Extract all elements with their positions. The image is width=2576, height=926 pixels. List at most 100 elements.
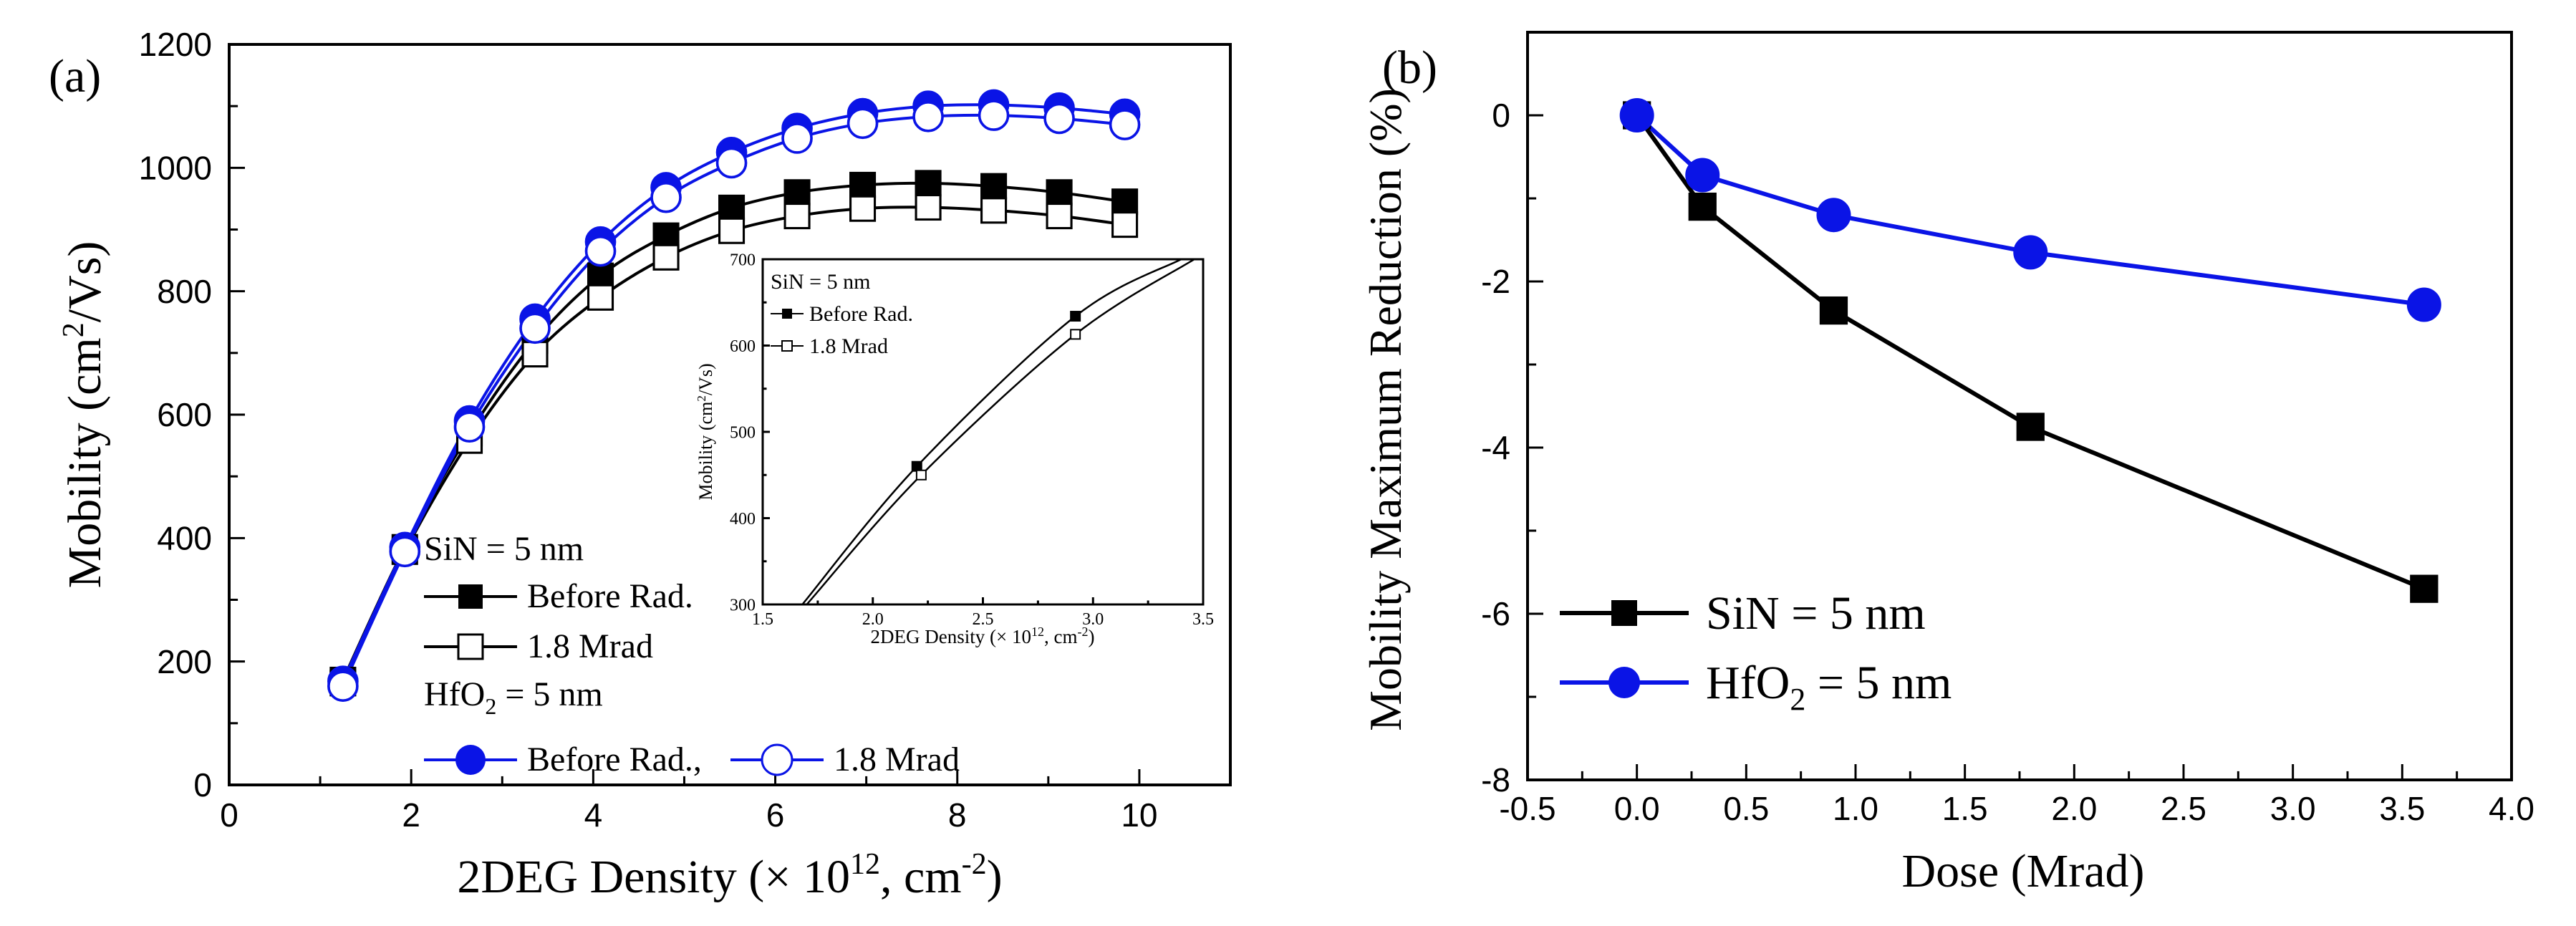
panel-a-point-sin-after — [718, 217, 746, 244]
panel-b-point-hfo2 — [1685, 158, 1720, 193]
panel-a-tick-labels: 0 2 4 6 8 10 0 200 400 600 800 1000 1200 — [139, 26, 1158, 834]
panel-a-label: (a) — [49, 50, 101, 102]
panel-a-y-tick-label: 400 — [157, 519, 212, 556]
panel-a-y-tick-label: 800 — [157, 273, 212, 310]
inset-point-before — [1070, 311, 1081, 322]
inset-series-lines — [801, 259, 1195, 604]
panel-a-point-hfo2-after — [978, 100, 1010, 131]
inset-legend-before-marker — [782, 309, 792, 319]
panel-b: (b) -0.5 0.0 0.5 1.0 1.5 2.0 2.5 3.0 3.5 4.0-8-6-… — [1360, 31, 2534, 897]
panel-b-y-axis-title: Mobility Maximum Reduction (%) — [1360, 88, 1411, 731]
inset-y-tick-label: 300 — [730, 596, 756, 614]
inset-background — [761, 258, 1205, 619]
panel-b-x-tick-label: 2.0 — [2051, 790, 2097, 827]
panel-a-y-tick-label: 1000 — [139, 149, 212, 186]
panel-a-point-hfo2-after — [781, 122, 813, 154]
legend-b-sin-marker — [1611, 600, 1637, 626]
inset-legend-title: SiN = 5 nm — [771, 270, 870, 294]
panel-b-series-lines — [1635, 113, 2426, 591]
panel-b-point-sin — [1819, 296, 1848, 325]
inset-tick-labels: 1.5 2.0 2.5 3.0 3.5 300 400 500 600 700 — [730, 251, 1214, 629]
panel-a-x-tick-label: 10 — [1121, 796, 1157, 834]
inset-x-tick-label: 3.5 — [1192, 610, 1214, 629]
inset-legend-after-marker — [781, 340, 793, 352]
legend-hfo-title: HfO2 = 5 nm — [424, 675, 603, 719]
panel-a-point-hfo2-after — [389, 536, 421, 568]
panel-a-point-sin-before — [783, 179, 811, 206]
panel-b-plot-area — [1526, 31, 2513, 781]
panel-a-y-tick-label: 600 — [157, 396, 212, 433]
panel-a-x-tick-label: 6 — [766, 796, 785, 834]
legend-hfo-after-label: 1.8 Mrad — [834, 741, 960, 778]
panel-b-y-tick-label: -8 — [1481, 761, 1510, 799]
panel-a-point-sin-before — [718, 194, 746, 221]
panel-a-point-sin-before — [1046, 179, 1073, 206]
panel-a-point-sin-after — [915, 193, 942, 221]
panel-a-y-tick-label: 200 — [157, 643, 212, 680]
panel-a-x-tick-label: 2 — [402, 796, 420, 834]
panel-a-point-sin-after — [1046, 202, 1073, 230]
panel-b-x-tick-label: 0.0 — [1614, 790, 1660, 827]
panel-a-point-sin-after — [1111, 211, 1139, 238]
panel-a-y-tick-label: 1200 — [139, 26, 212, 63]
panel-b-y-tick-label: -4 — [1481, 429, 1510, 466]
panel-a-y-tick-label: 0 — [193, 766, 212, 804]
inset-y-tick-label: 600 — [730, 337, 756, 356]
panel-b-x-tick-label: 3.0 — [2270, 790, 2316, 827]
panel-a-x-axis-title: 2DEG Density (× 1012, cm-2) — [457, 848, 1002, 903]
panel-b-point-hfo2 — [1619, 98, 1654, 132]
panel-a-point-hfo2-after — [650, 181, 682, 213]
panel-b-x-tick-label: 1.0 — [1833, 790, 1878, 827]
legend-sin-before-label: Before Rad. — [527, 577, 693, 615]
panel-a-point-sin-after — [849, 195, 877, 222]
panel-a-point-hfo2-after — [715, 147, 748, 179]
panel-a-x-tick-label: 4 — [584, 796, 603, 834]
inset-line-before — [801, 259, 1182, 604]
panel-a-point-hfo2-after — [912, 100, 944, 132]
panel-a-y-axis-title: Mobility (cm2/Vs) — [57, 241, 111, 589]
inset-point-after — [915, 469, 927, 481]
panel-a-point-hfo2-after — [846, 107, 879, 140]
legend-sin-title: SiN = 5 nm — [424, 530, 584, 568]
legend-hfo-before-marker — [455, 745, 486, 775]
panel-b-point-sin — [2016, 413, 2045, 441]
panel-a-inset: 1.5 2.0 2.5 3.0 3.5 300 400 500 600 700 Mobility … — [695, 251, 1214, 647]
inset-x-axis-title: 2DEG Density (× 1012, cm-2) — [871, 624, 1095, 647]
panel-a-legend: SiN = 5 nm Before Rad. 1.8 Mrad HfO2 = 5… — [424, 530, 960, 778]
inset-point-after — [1070, 329, 1081, 340]
panel-a-point-sin-after — [587, 284, 614, 311]
panel-a-x-tick-label: 8 — [948, 796, 967, 834]
legend-sin-before-marker — [458, 584, 483, 609]
panel-b-y-tick-label: -6 — [1481, 595, 1510, 632]
legend-sin-after-label: 1.8 Mrad — [527, 627, 653, 665]
panel-a-point-sin-before — [849, 171, 877, 199]
panel-a-point-hfo2-after — [1043, 102, 1075, 135]
inset-line-after — [806, 259, 1195, 604]
panel-a-point-sin-before — [980, 173, 1008, 200]
inset-y-tick-label: 400 — [730, 510, 756, 529]
inset-y-axis-title: Mobility (cm2/Vs) — [695, 363, 716, 500]
inset-x-tick-label: 1.5 — [752, 610, 773, 629]
panel-b-point-hfo2 — [2406, 287, 2441, 322]
inset-ticks — [761, 258, 1205, 606]
panel-a-point-sin-after — [980, 197, 1008, 224]
panel-b-tick-labels: -0.5 0.0 0.5 1.0 1.5 2.0 2.5 3.0 3.5 4.0 -8 -6 -4 -2 0 — [1481, 97, 2534, 827]
inset-x-tick-label: 2.5 — [973, 610, 994, 629]
panel-b-line-sin — [1635, 114, 2426, 591]
legend-hfo-before-label: Before Rad., — [527, 741, 702, 778]
legend-b-hfo-label: HfO2 = 5 nm — [1706, 657, 1952, 717]
panel-b-ticks — [1526, 31, 2513, 781]
panel-b-x-tick-label: 4.0 — [2489, 790, 2534, 827]
panel-b-y-tick-label: 0 — [1492, 97, 1510, 134]
panel-a-point-sin-before — [915, 170, 942, 197]
panel-a-point-hfo2-after — [584, 235, 617, 267]
legend-sin-after-marker — [457, 633, 484, 660]
panel-b-x-tick-label: -0.5 — [1499, 790, 1555, 827]
panel-a-point-sin-after — [521, 341, 549, 368]
inset-y-tick-label: 500 — [730, 423, 756, 442]
panel-b-x-tick-label: 2.5 — [2161, 790, 2206, 827]
legend-hfo-after-marker — [761, 743, 793, 776]
panel-b-x-tick-label: 0.5 — [1723, 790, 1769, 827]
panel-b-x-tick-label: 3.5 — [2379, 790, 2425, 827]
inset-x-tick-label: 2.0 — [862, 610, 884, 629]
